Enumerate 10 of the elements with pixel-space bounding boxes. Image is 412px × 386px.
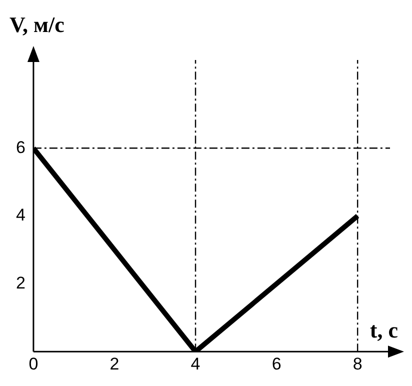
y-tick-label: 6 [16,138,26,157]
x-tick-label: 0 [28,354,38,374]
x-tick-label: 4 [190,354,200,374]
x-tick-label: 6 [272,354,282,374]
x-tick-label: 2 [110,354,120,374]
x-axis-title: t, c [370,318,398,343]
y-axis-title: V, м/с [9,12,65,37]
y-tick-label: 2 [16,273,26,292]
x-tick-label: 8 [352,354,362,374]
y-tick-label: 4 [16,206,26,225]
